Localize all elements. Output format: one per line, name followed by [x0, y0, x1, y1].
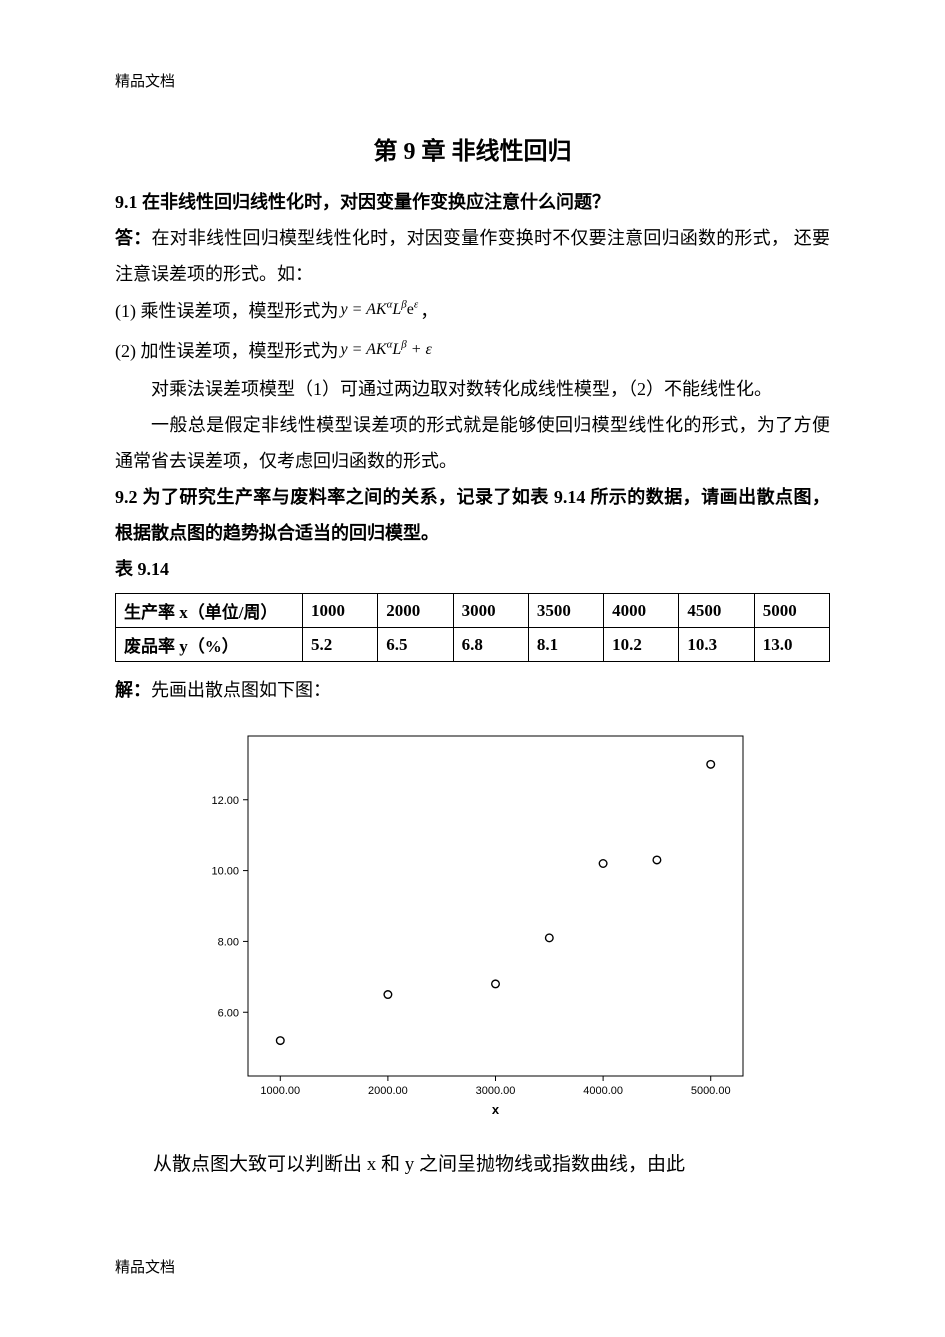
- svg-text:10.00: 10.00: [211, 866, 239, 878]
- cell: 2000: [378, 594, 453, 628]
- table-row: 废品率 y（%） 5.2 6.5 6.8 8.1 10.2 10.3 13.0: [116, 628, 830, 662]
- item1-lead: (1) 乘性误差项，模型形式为: [115, 292, 339, 332]
- formula-1: y = AKαLβeε: [339, 292, 421, 327]
- item1-tail: ，: [420, 292, 438, 332]
- cell: 3000: [453, 594, 528, 628]
- table-label: 表 9.14: [115, 551, 830, 587]
- svg-text:2000.00: 2000.00: [368, 1085, 408, 1097]
- q91-p1: 对乘法误差项模型（1）可通过两边取对数转化成线性模型，（2）不能线性化。: [115, 371, 830, 407]
- cell: 10.3: [679, 628, 754, 662]
- cell: 13.0: [754, 628, 829, 662]
- cell: 3500: [528, 594, 603, 628]
- page-footer: 精品文档: [115, 1256, 175, 1277]
- svg-text:12.00: 12.00: [211, 795, 239, 807]
- data-table: 生产率 x（单位/周） 1000 2000 3000 3500 4000 450…: [115, 593, 830, 662]
- sol-body: 先画出散点图如下图：: [151, 680, 331, 700]
- cell: 1000: [303, 594, 378, 628]
- formula-2: y = AKαLβ + ε: [339, 332, 434, 367]
- q91-answer: 答：在对非线性回归模型线性化时，对因变量作变换时不仅要注意回归函数的形式， 还要…: [115, 220, 830, 292]
- cell: 5.2: [303, 628, 378, 662]
- f1-mid: L: [392, 301, 401, 318]
- scatter-chart: 1000.00 2000.00 3000.00 4000.00 5000.00 6.00 8…: [188, 726, 758, 1126]
- cell: 4000: [604, 594, 679, 628]
- q91-heading: 9.1 在非线性回归线性化时，对因变量作变换应注意什么问题？: [115, 184, 830, 220]
- svg-text:8.00: 8.00: [217, 937, 238, 949]
- chapter-title: 第 9 章 非线性回归: [115, 131, 830, 166]
- title-num: 9: [404, 139, 416, 165]
- answer-label: 答：: [115, 228, 151, 248]
- cell: 4500: [679, 594, 754, 628]
- scatter-svg: 1000.00 2000.00 3000.00 4000.00 5000.00 6.00 8…: [188, 726, 758, 1126]
- row1-head: 生产率 x（单位/周）: [116, 594, 303, 628]
- cell: 6.8: [453, 628, 528, 662]
- sol-label: 解：: [115, 680, 151, 700]
- q91-item1: (1) 乘性误差项，模型形式为 y = AKαLβeε ，: [115, 292, 830, 332]
- svg-text:6.00: 6.00: [217, 1007, 238, 1019]
- answer-body: 在对非线性回归模型线性化时，对因变量作变换时不仅要注意回归函数的形式， 还要注意…: [115, 228, 830, 284]
- cell: 5000: [754, 594, 829, 628]
- title-pre: 第: [374, 139, 404, 165]
- svg-text:1000.00: 1000.00: [260, 1085, 300, 1097]
- f2-mid: L: [392, 341, 401, 358]
- q92-tail: 从散点图大致可以判断出 x 和 y 之间呈抛物线或指数曲线，由此: [115, 1146, 830, 1184]
- f1-exp3: ε: [414, 299, 418, 311]
- q91-item2: (2) 加性误差项，模型形式为 y = AKαLβ + ε: [115, 332, 830, 372]
- page-header: 精品文档: [115, 70, 830, 91]
- q92-heading: 9.2 为了研究生产率与废料率之间的关系，记录了如表 9.14 所示的数据，请画…: [115, 479, 830, 551]
- f1-e: e: [407, 301, 414, 318]
- svg-text:x: x: [491, 1102, 499, 1117]
- row2-head: 废品率 y（%）: [116, 628, 303, 662]
- document-page: 精品文档 第 9 章 非线性回归 9.1 在非线性回归线性化时，对因变量作变换应…: [0, 0, 945, 1337]
- cell: 6.5: [378, 628, 453, 662]
- svg-text:3000.00: 3000.00: [475, 1085, 515, 1097]
- f2-lhs: y = AK: [341, 341, 387, 358]
- cell: 10.2: [604, 628, 679, 662]
- cell: 8.1: [528, 628, 603, 662]
- solution-line: 解：先画出散点图如下图：: [115, 672, 830, 708]
- svg-text:5000.00: 5000.00: [690, 1085, 730, 1097]
- f2-plus: + ε: [407, 341, 432, 358]
- title-post: 章 非线性回归: [416, 139, 572, 165]
- q91-p2: 一般总是假定非线性模型误差项的形式就是能够使回归模型线性化的形式，为了方便通常省…: [115, 407, 830, 479]
- table-row: 生产率 x（单位/周） 1000 2000 3000 3500 4000 450…: [116, 594, 830, 628]
- svg-text:4000.00: 4000.00: [583, 1085, 623, 1097]
- f1-lhs: y = AK: [341, 301, 387, 318]
- item2-lead: (2) 加性误差项，模型形式为: [115, 332, 339, 372]
